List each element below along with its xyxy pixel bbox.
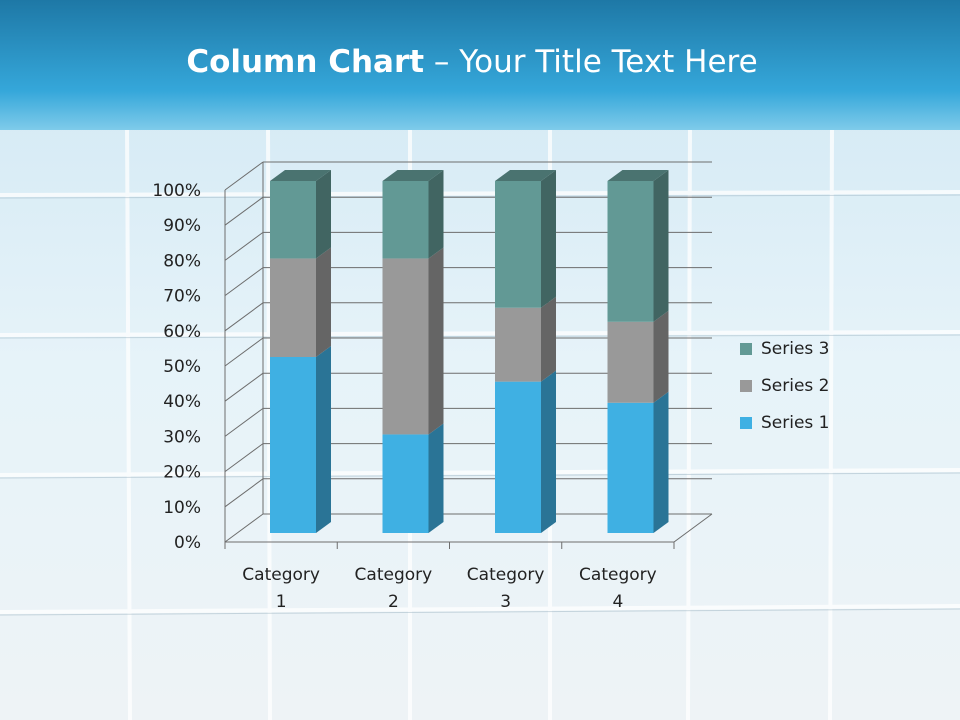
bar-top — [382, 170, 444, 181]
bar-segment — [607, 181, 654, 322]
bar-segment — [382, 181, 429, 259]
bar-segment — [382, 258, 429, 435]
bar-segment-side — [316, 170, 331, 259]
title-dash: – — [424, 44, 460, 80]
bar-segment — [495, 181, 541, 308]
y-tick-label: 20% — [163, 463, 201, 483]
legend-label-series-3: Series 3 — [761, 338, 830, 359]
gridline-side — [224, 372, 264, 402]
legend-label-series-2: Series 2 — [761, 375, 830, 396]
bar-segment-side — [541, 170, 556, 308]
bar-top — [495, 170, 556, 181]
slide-title: Column Chart – Your Title Text Here — [0, 40, 944, 84]
y-tick-label: 50% — [163, 357, 201, 377]
bar-segment-side — [316, 247, 331, 357]
bar-segment-side — [653, 170, 669, 322]
y-tick-label: 40% — [163, 392, 201, 412]
bar-segment-side — [653, 310, 669, 403]
bar-segment — [270, 181, 316, 259]
legend-swatch-series-3 — [740, 342, 752, 355]
y-tick-label: 30% — [163, 427, 201, 447]
gridline-side — [224, 478, 264, 508]
y-tick-label: 10% — [163, 498, 201, 518]
bar-segment — [270, 357, 316, 533]
gridline-side — [224, 302, 264, 332]
header-band — [0, 0, 960, 130]
bar-segment-side — [653, 391, 669, 533]
bar-segment-side — [428, 423, 444, 533]
bar-top — [607, 170, 669, 181]
y-tick-label: 80% — [163, 251, 201, 271]
x-tick-label: Category 3 — [467, 565, 545, 612]
gridline-side — [224, 407, 264, 437]
gridline-side — [224, 337, 264, 367]
y-tick-label: 100% — [152, 181, 201, 201]
x-tick-label: Category 2 — [355, 565, 433, 612]
gridline-side — [224, 267, 264, 297]
y-tick-label: 60% — [163, 322, 201, 342]
x-tick-label: Category 1 — [242, 565, 320, 612]
gridline-side — [224, 196, 264, 226]
gridline-side — [224, 161, 264, 191]
bar-segment-side — [428, 170, 444, 259]
bar-segment — [607, 402, 654, 533]
bar-segment — [382, 434, 429, 533]
gridline-side — [224, 513, 264, 543]
title-rest: Your Title Text Here — [459, 44, 758, 80]
bar-segment — [607, 321, 654, 403]
gridline-side — [224, 231, 264, 261]
bar-top — [270, 170, 331, 181]
bar-segment-side — [316, 346, 331, 533]
legend-item-series-2: Series 2 — [740, 367, 870, 404]
y-tick-label: 0% — [174, 533, 201, 553]
title-bold: Column Chart — [186, 44, 425, 80]
y-tick-label: 90% — [163, 216, 201, 236]
x-tick-label: Category 4 — [579, 565, 657, 612]
y-tick-label: 70% — [163, 287, 201, 307]
legend-item-series-3: Series 3 — [740, 330, 870, 367]
bar-segment — [270, 258, 316, 357]
legend-swatch-series-2 — [740, 379, 752, 392]
bar-segment-side — [428, 247, 444, 435]
legend-item-series-1: Series 1 — [740, 404, 870, 441]
bar-segment — [495, 381, 541, 533]
gridline-side — [224, 443, 264, 473]
legend-swatch-series-1 — [740, 416, 752, 429]
legend-label-series-1: Series 1 — [761, 412, 830, 433]
chart-legend: Series 3 Series 2 Series 1 — [740, 330, 870, 441]
column-chart: 0% 10% 20% 30% 40% 50% 60% 70% 80% 90% 100% Categor… — [152, 161, 713, 612]
bar-segment-side — [541, 370, 556, 533]
bar-segment-side — [541, 296, 556, 382]
bar-segment — [495, 307, 541, 382]
